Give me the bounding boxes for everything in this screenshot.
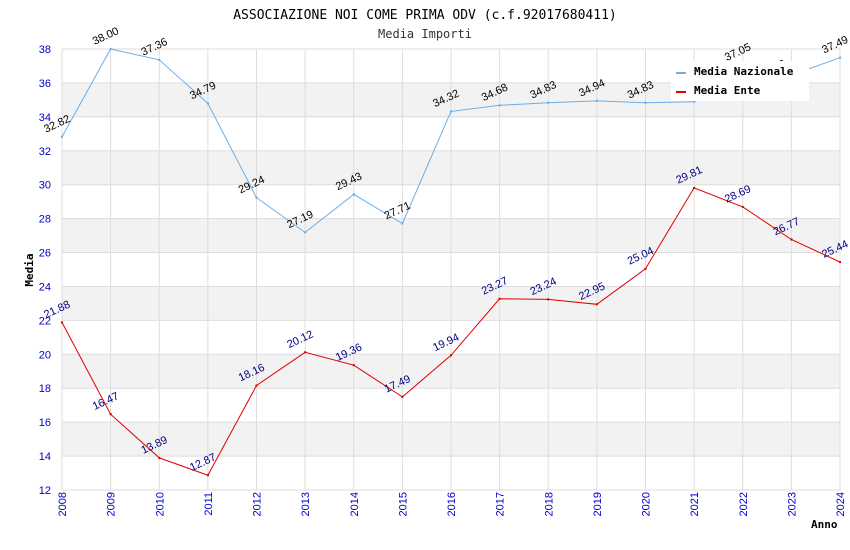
data-point	[352, 363, 355, 367]
data-label: 20.12	[285, 328, 315, 351]
data-label: 16.47	[91, 390, 121, 413]
y-tick-label: 34	[39, 112, 51, 124]
data-label: 37.49	[820, 34, 850, 57]
data-point	[303, 351, 307, 354]
data-point	[838, 260, 842, 264]
data-point	[644, 101, 647, 104]
data-label: 37.05	[723, 41, 753, 64]
data-point	[255, 384, 258, 387]
x-tick-label: 2020	[641, 492, 653, 516]
x-tick-label: 2021	[689, 492, 701, 516]
y-axis-label: Media	[23, 253, 36, 286]
data-label: 19.94	[431, 332, 461, 355]
data-point	[158, 456, 161, 460]
x-tick-label: 2023	[786, 492, 798, 516]
chart-subtitle: Media Importi	[378, 27, 472, 41]
y-tick-label: 32	[39, 146, 51, 158]
y-tick-label: 18	[39, 383, 51, 395]
legend-label-media-nazionale: Media Nazionale	[694, 65, 794, 78]
data-point	[449, 110, 453, 113]
y-tick-label: 28	[39, 214, 51, 226]
y-tick-label: 30	[39, 180, 51, 192]
data-point	[692, 186, 696, 190]
data-point	[644, 267, 647, 271]
x-tick-label: 2011	[203, 492, 215, 516]
data-point	[109, 412, 112, 416]
data-label: 37.36	[139, 36, 169, 59]
x-tick-label: 2018	[543, 492, 555, 516]
data-point	[158, 58, 161, 62]
grid-lines	[61, 48, 841, 491]
y-tick-label: 36	[39, 78, 51, 90]
legend-label-media-ente: Media Ente	[694, 84, 761, 97]
y-tick-label: 12	[39, 485, 51, 497]
data-label: 38.00	[91, 25, 121, 48]
data-point	[595, 303, 599, 306]
x-tick-label: 2024	[835, 492, 847, 516]
x-tick-label: 2019	[592, 492, 604, 516]
x-axis-label: Anno	[811, 518, 838, 531]
x-tick-label: 2015	[397, 492, 409, 516]
data-point	[60, 321, 64, 324]
data-point	[206, 474, 210, 477]
x-tick-label: 2012	[252, 492, 264, 516]
y-tick-label: 16	[39, 417, 51, 429]
x-tick-label: 2016	[446, 492, 458, 516]
data-point	[741, 205, 744, 209]
data-point	[401, 395, 404, 399]
data-point	[303, 231, 307, 234]
x-tick-label: 2013	[300, 492, 312, 516]
y-tick-label: 20	[39, 349, 51, 361]
data-point	[790, 238, 793, 241]
x-tick-label: 2017	[495, 492, 507, 516]
data-label: 28.69	[723, 183, 753, 206]
legend-box	[671, 61, 809, 101]
y-tick-label: 38	[39, 44, 51, 56]
data-point	[547, 298, 550, 301]
data-point	[595, 99, 599, 103]
data-point	[206, 102, 210, 105]
data-point	[838, 56, 842, 59]
chart-title: ASSOCIAZIONE NOI COME PRIMA ODV (c.f.920…	[233, 8, 617, 23]
data-point	[498, 104, 501, 107]
data-point	[547, 101, 550, 104]
legend: Media Nazionale Media Ente	[671, 61, 809, 101]
data-point	[255, 196, 258, 199]
x-tick-label: 2022	[738, 492, 750, 516]
x-tick-label: 2009	[106, 492, 118, 516]
data-point	[401, 222, 404, 225]
x-tick-label: 2010	[154, 492, 166, 516]
data-point	[352, 193, 355, 196]
data-point	[498, 297, 501, 301]
x-tick-label: 2014	[349, 492, 361, 516]
y-tick-label: 22	[39, 315, 51, 327]
data-point	[109, 47, 112, 51]
data-point	[60, 135, 64, 139]
data-point	[449, 354, 453, 357]
y-tick-label: 24	[39, 281, 51, 293]
y-tick-label: 14	[39, 451, 51, 463]
y-tick-label: 26	[39, 248, 51, 260]
x-tick-label: 2008	[57, 492, 69, 516]
data-point	[692, 100, 696, 103]
